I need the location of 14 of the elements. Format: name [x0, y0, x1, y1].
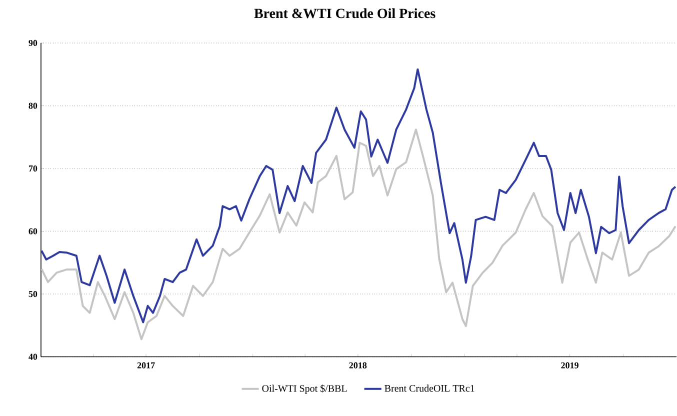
legend-label: Brent CrudeOIL TRc1 [384, 384, 474, 392]
line-series [40, 128, 676, 340]
x-tick-label: 2017 [137, 362, 155, 369]
y-tick-label: 70 [28, 166, 38, 172]
y-tick-label: 40 [28, 354, 38, 360]
chart-title: Brent &WTI Crude Oil Prices [254, 8, 436, 18]
x-tick-label: 2018 [349, 362, 367, 369]
y-tick-label: 90 [28, 40, 38, 46]
legend-label: Oil-WTI Spot $/BBL [262, 384, 347, 394]
y-tick-label: 80 [28, 102, 38, 109]
x-tick-label: 2019 [561, 362, 578, 369]
line-series [40, 68, 676, 324]
y-tick-label: 50 [28, 291, 38, 298]
y-tick-label: 60 [28, 228, 38, 234]
